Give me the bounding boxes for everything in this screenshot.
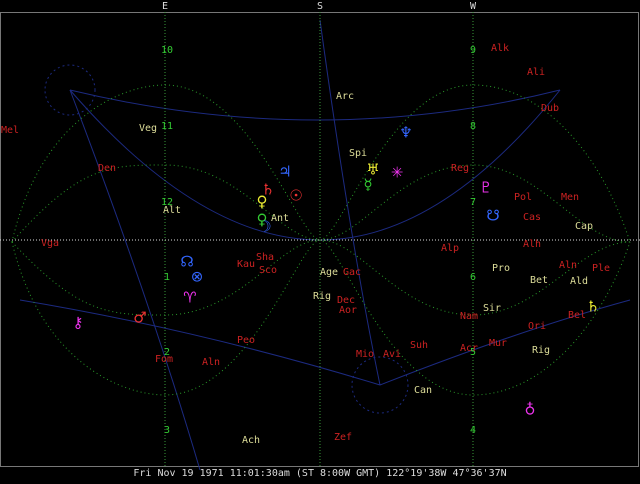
star-label: Alh (523, 239, 541, 250)
star-label: Ple (592, 263, 610, 274)
star-label: Rig (313, 291, 331, 302)
planet-glyph: ♄ (586, 298, 599, 316)
planet-glyph: ♃ (278, 163, 291, 181)
star-label: Ant (271, 213, 289, 224)
planet-glyph: ♆ (399, 124, 412, 142)
status-bar: Fri Nov 19 1971 11:01:30am (ST 8:00W GMT… (133, 468, 506, 479)
star-label: Zef (334, 432, 352, 443)
planet-glyph: ♁ (525, 401, 536, 419)
star-label: Ald (570, 276, 588, 287)
planet-glyph: ♀ (257, 211, 268, 229)
star-label: Nam (460, 311, 478, 322)
compass-label: E (162, 1, 168, 12)
star-label: Bet (530, 275, 548, 286)
meridians (0, 12, 640, 466)
planet-glyph: ♀ (257, 193, 268, 211)
planet-glyph: ☽ (258, 218, 271, 236)
planet-glyph: ♅ (366, 161, 379, 179)
star-label: Sha (256, 252, 274, 263)
hour-label: 2 (164, 347, 170, 358)
hour-label: 4 (470, 425, 476, 436)
star-label: Pol (514, 192, 532, 203)
hour-label: 1 (164, 272, 170, 283)
hour-label: 6 (470, 272, 476, 283)
star-label: Aln (559, 260, 577, 271)
star-label: Gac (343, 267, 361, 278)
hour-label: 10 (161, 45, 173, 56)
star-label: Fom (155, 354, 173, 365)
star-label: Veg (139, 123, 157, 134)
star-label: Ali (527, 67, 545, 78)
hour-label: 9 (470, 45, 476, 56)
star-label: Ach (242, 435, 260, 446)
star-label: Den (98, 163, 116, 174)
star-label: Men (561, 192, 579, 203)
hour-label: 11 (161, 121, 173, 132)
star-label: Alk (491, 43, 509, 54)
star-label: Vga (41, 238, 59, 249)
planet-glyph: ✳ (391, 164, 404, 182)
star-label: Ori (528, 321, 546, 332)
hour-label: 3 (164, 425, 170, 436)
planet-glyph: ☋ (486, 207, 499, 225)
star-label: Dec (337, 295, 355, 306)
star-label: Mel (1, 125, 19, 136)
hour-label: 5 (470, 347, 476, 358)
star-label: Peo (237, 335, 255, 346)
star-label: Mio (356, 349, 374, 360)
star-label: Sir (483, 303, 501, 314)
star-label: Aor (339, 305, 357, 316)
planet-glyph: ☊ (180, 253, 193, 271)
planet-glyph: ⊗ (191, 268, 204, 286)
star-label: Mur (489, 338, 507, 349)
star-label: Reg (451, 163, 469, 174)
planet-glyph: ☿ (363, 176, 372, 194)
star-label: Kau (237, 259, 255, 270)
hour-label: 8 (470, 121, 476, 132)
star-label: Aln (202, 357, 220, 368)
star-label: Cap (575, 221, 593, 232)
star-label: Suh (410, 340, 428, 351)
planet-glyph: ♈ (183, 289, 196, 307)
sky-grid (19, 19, 631, 471)
planet-glyph: ♄ (261, 181, 274, 199)
star-label: Avi (383, 349, 401, 360)
star-label: Rig (532, 345, 550, 356)
star-label: Can (414, 385, 432, 396)
star-label: Age (320, 267, 338, 278)
compass-label: W (470, 1, 477, 12)
star-label: Acr (460, 343, 478, 354)
compass-label: S (317, 1, 323, 12)
star-label: Alt (163, 205, 181, 216)
star-label: Cas (523, 212, 541, 223)
star-label: Alp (441, 243, 459, 254)
planet-glyph: ☉ (289, 187, 302, 205)
hour-label: 7 (470, 197, 476, 208)
star-label: Sco (259, 265, 277, 276)
planet-glyph: ⚷ (73, 314, 84, 332)
planet-glyph: ♂ (133, 309, 146, 327)
star-label: Bel (568, 310, 586, 321)
planet-glyph: ♇ (479, 179, 492, 197)
star-label: Dub (541, 103, 559, 114)
star-label: Pro (492, 263, 510, 274)
hour-label: 12 (161, 197, 173, 208)
star-label: Arc (336, 91, 354, 102)
star-label: Spi (349, 148, 367, 159)
